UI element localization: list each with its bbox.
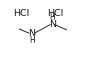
Text: N: N [28,29,35,38]
Text: N: N [49,20,56,29]
Text: H: H [49,13,55,22]
Text: HCl: HCl [48,9,64,18]
Text: H: H [29,36,35,45]
Text: HCl: HCl [13,9,29,18]
